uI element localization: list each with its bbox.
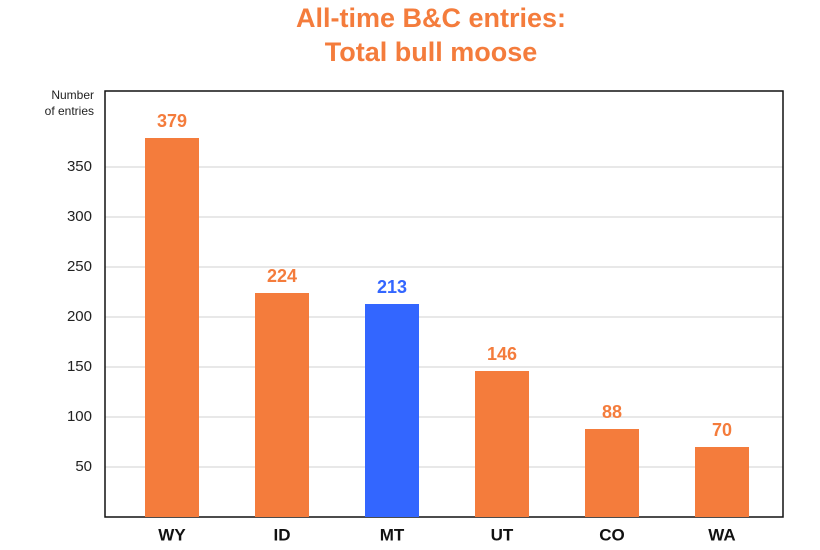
y-axis-label: of entries	[45, 104, 94, 118]
bar	[475, 371, 529, 517]
x-tick-label: MT	[380, 525, 405, 544]
y-tick-label: 200	[67, 308, 92, 325]
chart-title: Total bull moose	[325, 37, 538, 67]
x-tick-label: ID	[274, 525, 291, 544]
y-tick-label: 300	[67, 208, 92, 225]
y-tick-label: 50	[75, 458, 92, 475]
x-tick-label: WA	[708, 525, 735, 544]
chart-title: All-time B&C entries:	[296, 3, 566, 33]
bar	[695, 447, 749, 517]
value-label: 213	[377, 277, 407, 297]
value-label: 379	[157, 111, 187, 131]
plot-frame	[104, 90, 784, 518]
x-tick-label: WY	[158, 525, 186, 544]
y-tick-label: 100	[67, 408, 92, 425]
value-label: 224	[267, 266, 297, 286]
y-tick-label: 250	[67, 258, 92, 275]
bar	[365, 304, 419, 517]
value-label: 88	[602, 402, 622, 422]
bar	[585, 429, 639, 517]
y-tick-label: 350	[67, 158, 92, 175]
y-tick-label: 150	[67, 358, 92, 375]
bar	[145, 138, 199, 517]
x-tick-label: UT	[491, 525, 514, 544]
bar	[255, 293, 309, 517]
value-label: 70	[712, 420, 732, 440]
x-tick-label: CO	[599, 525, 625, 544]
y-axis-label: Number	[51, 88, 94, 102]
value-label: 146	[487, 344, 517, 364]
